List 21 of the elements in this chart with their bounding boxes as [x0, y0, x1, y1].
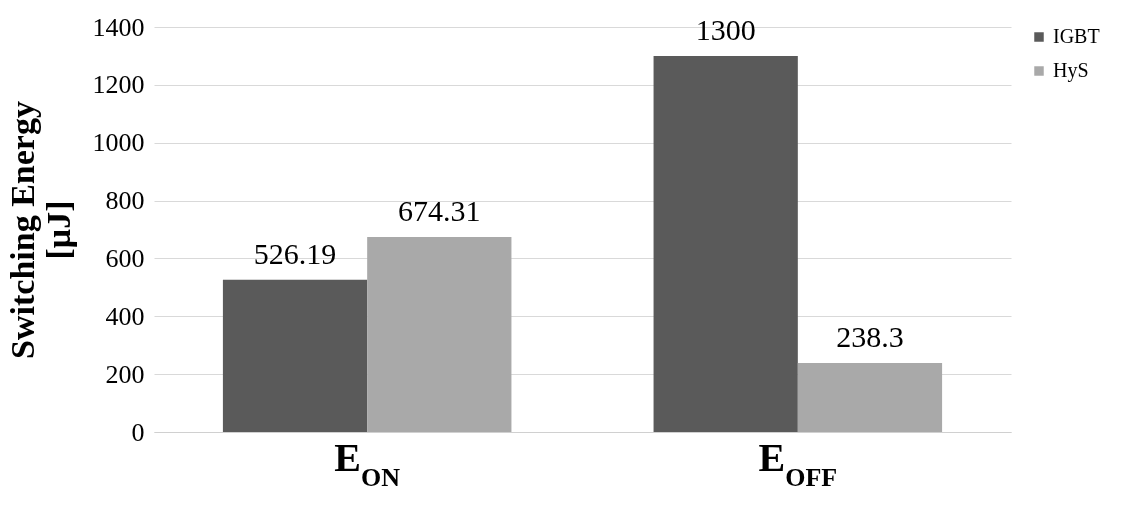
y-tick-label: 400 [105, 301, 145, 331]
data-label: 1300 [695, 12, 756, 46]
y-axis-title: Switching Energy [μJ] [3, 101, 77, 359]
data-label: 238.3 [836, 320, 904, 354]
y-tick-label: 1200 [92, 70, 145, 100]
legend-label: HyS [1053, 59, 1089, 82]
legend-label: IGBT [1053, 25, 1100, 47]
bar [222, 279, 368, 432]
bar [653, 55, 798, 432]
bar [367, 236, 512, 432]
y-tick-label: 800 [105, 186, 145, 216]
y-tick-label: 600 [105, 243, 145, 273]
y-tick-label: 1000 [92, 128, 145, 158]
x-tick-label: E$_{OFF}$ [758, 434, 838, 491]
y-tick-label: 1400 [92, 12, 145, 42]
y-tick-label: 0 [131, 417, 145, 447]
x-tick-label: E$_{ON}$ [334, 434, 401, 491]
bar [797, 363, 943, 432]
data-label: 526.19 [253, 236, 337, 270]
data-label: 674.31 [398, 193, 481, 227]
y-tick-label: 200 [105, 359, 145, 389]
